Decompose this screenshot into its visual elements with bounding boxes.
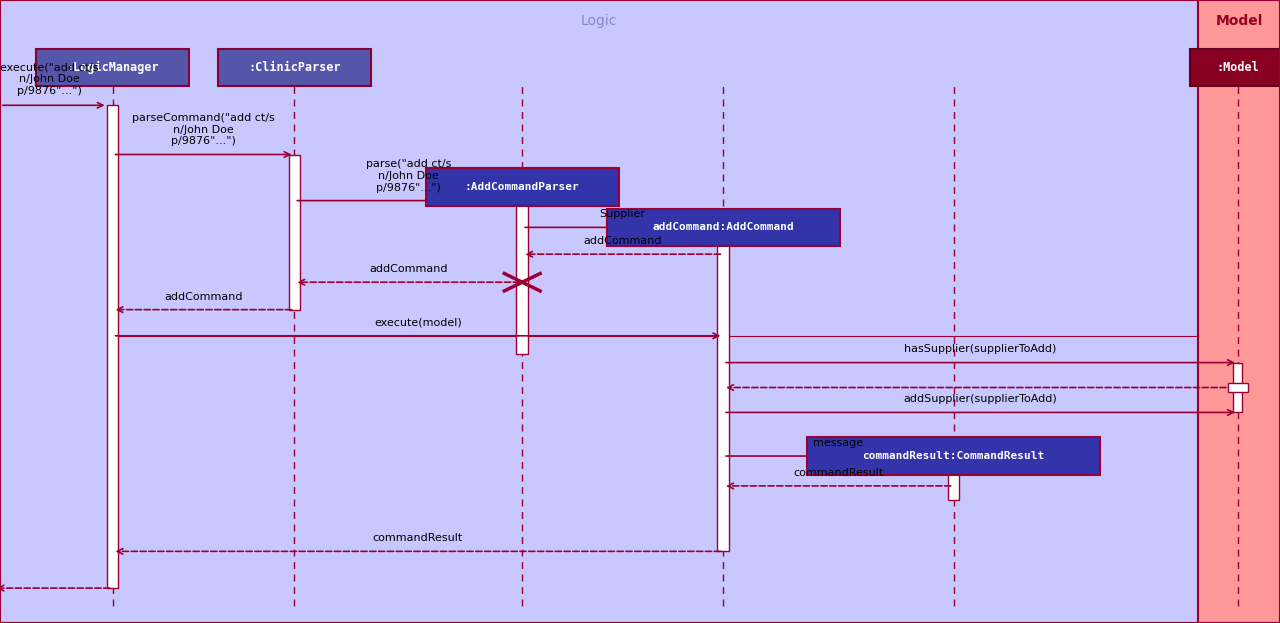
- Text: parseCommand("add ct/s
n/John Doe
p/9876"..."): parseCommand("add ct/s n/John Doe p/9876…: [132, 113, 275, 146]
- FancyBboxPatch shape: [1190, 49, 1280, 86]
- Text: Logic: Logic: [581, 14, 617, 27]
- Text: parse("add ct/s
n/John Doe
p/9876"..."): parse("add ct/s n/John Doe p/9876"..."): [366, 159, 451, 193]
- Bar: [1234, 363, 1242, 412]
- Text: addSupplier(supplierToAdd): addSupplier(supplierToAdd): [904, 394, 1057, 404]
- Text: execute(model): execute(model): [374, 318, 462, 328]
- Text: addCommand:AddCommand: addCommand:AddCommand: [653, 222, 794, 232]
- FancyBboxPatch shape: [607, 209, 840, 246]
- FancyBboxPatch shape: [218, 49, 371, 86]
- FancyBboxPatch shape: [808, 437, 1100, 475]
- Text: Model: Model: [1215, 14, 1263, 27]
- Text: execute("add ct/s
n/John Doe
p/9876"..."): execute("add ct/s n/John Doe p/9876"..."…: [0, 63, 99, 96]
- Text: commandResult: commandResult: [794, 468, 883, 478]
- Bar: [718, 227, 730, 551]
- Bar: [1198, 0, 1280, 623]
- Text: :Model: :Model: [1216, 61, 1260, 74]
- Bar: [108, 105, 118, 588]
- Bar: [517, 201, 529, 354]
- Text: :LogicManager: :LogicManager: [67, 60, 159, 74]
- Text: hasSupplier(supplierToAdd): hasSupplier(supplierToAdd): [904, 345, 1057, 354]
- Text: addCommand: addCommand: [164, 292, 243, 302]
- FancyBboxPatch shape: [426, 168, 618, 206]
- Bar: [289, 155, 300, 310]
- Text: addCommand: addCommand: [369, 264, 448, 274]
- Text: commandResult: commandResult: [372, 533, 463, 543]
- Text: addCommand: addCommand: [584, 236, 662, 246]
- Bar: [947, 452, 960, 500]
- Text: :AddCommandParser: :AddCommandParser: [465, 182, 580, 192]
- Bar: [1228, 383, 1248, 392]
- Text: :ClinicParser: :ClinicParser: [248, 61, 340, 74]
- Text: commandResult:CommandResult: commandResult:CommandResult: [863, 451, 1044, 461]
- Text: message: message: [813, 438, 864, 448]
- FancyBboxPatch shape: [36, 49, 189, 86]
- Text: Supplier: Supplier: [600, 209, 645, 219]
